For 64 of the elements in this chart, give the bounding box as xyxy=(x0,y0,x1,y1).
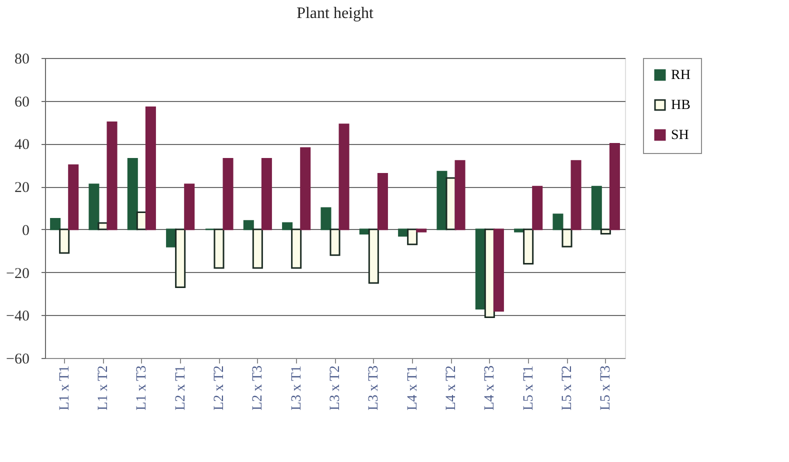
x-tick-label: L3 x T1 xyxy=(289,366,304,410)
bar xyxy=(454,160,466,230)
bar xyxy=(261,158,272,230)
bar xyxy=(300,147,311,230)
legend-label: RH xyxy=(671,68,690,83)
x-tick-label: L1 x T3 xyxy=(134,366,150,410)
x-tick-label: L5 x T1 xyxy=(521,366,536,410)
bar xyxy=(493,228,504,312)
y-tick-label: −20 xyxy=(6,266,30,282)
bar xyxy=(591,186,602,230)
x-tick-label: L5 x T2 xyxy=(560,366,575,410)
bar xyxy=(446,177,456,230)
bar xyxy=(407,228,418,246)
x-tick-label: L2 x T2 xyxy=(212,366,227,410)
x-tick-label: L3 x T2 xyxy=(328,366,343,410)
bar xyxy=(320,207,332,230)
bar xyxy=(291,228,302,269)
bar xyxy=(514,228,525,232)
legend-label: HB xyxy=(671,98,690,113)
x-tick-label: L2 x T1 xyxy=(173,366,188,410)
y-tick-label: 80 xyxy=(14,52,30,68)
y-tick-label: −40 xyxy=(6,308,30,325)
bar xyxy=(562,228,572,248)
bar xyxy=(88,184,100,230)
bar xyxy=(609,142,620,230)
bar xyxy=(252,228,263,269)
bar xyxy=(338,124,350,230)
bar xyxy=(282,222,293,230)
bar xyxy=(184,184,195,230)
bar xyxy=(127,158,138,230)
bar xyxy=(532,186,543,230)
bar xyxy=(359,228,370,234)
legend-label: SH xyxy=(671,128,689,143)
bar xyxy=(330,228,340,256)
bar xyxy=(175,228,186,288)
bar xyxy=(368,228,379,284)
x-tick-label: L3 x T3 xyxy=(366,366,382,410)
x-tick-label: L4 x T3 xyxy=(482,366,498,410)
bar xyxy=(214,228,224,269)
bar xyxy=(552,214,564,230)
bar xyxy=(145,106,156,230)
y-tick-label: 0 xyxy=(22,222,30,239)
bar xyxy=(570,160,582,230)
x-tick-label: L4 x T2 xyxy=(444,366,459,410)
bar xyxy=(377,172,388,230)
x-tick-label: L4 x T1 xyxy=(405,366,420,410)
y-tick-label: 20 xyxy=(14,180,30,196)
y-tick-label: 60 xyxy=(14,94,30,110)
bar xyxy=(222,158,234,230)
bar xyxy=(600,228,611,234)
bar xyxy=(106,122,118,230)
x-tick-label: L1 x T1 xyxy=(57,366,72,410)
y-tick-label: −60 xyxy=(6,352,30,368)
bar xyxy=(523,228,534,264)
bar xyxy=(68,164,79,230)
x-tick-label: L1 x T2 xyxy=(96,366,111,410)
chart-title: Plant height xyxy=(296,5,374,22)
bar xyxy=(50,218,61,230)
bar xyxy=(243,220,254,230)
y-tick-label: 40 xyxy=(14,137,30,154)
x-tick-label: L5 x T3 xyxy=(598,366,614,410)
bar xyxy=(59,228,70,254)
bar xyxy=(416,228,427,232)
x-tick-label: L2 x T3 xyxy=(250,366,266,410)
